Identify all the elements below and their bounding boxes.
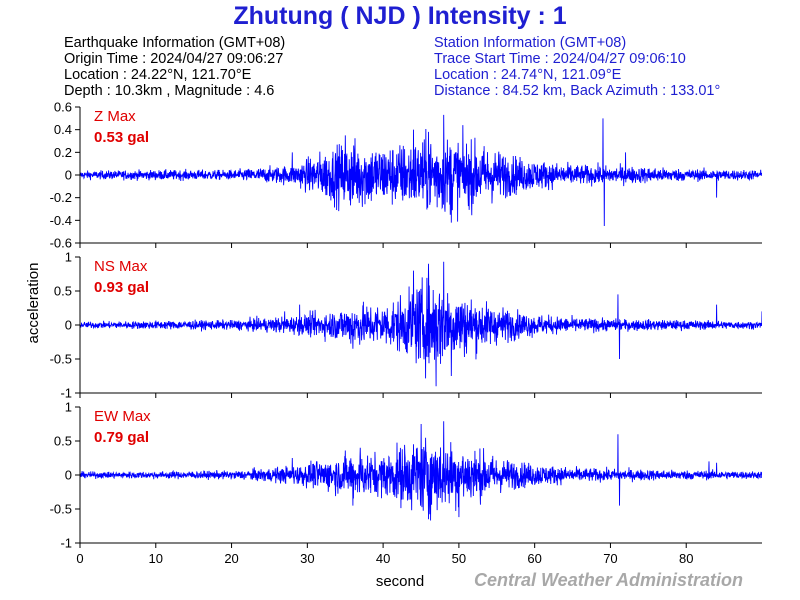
- y-tick-label: 0.2: [54, 145, 72, 160]
- max-label-ew: EW Max: [94, 408, 151, 425]
- max-label-ns: NS Max: [94, 258, 148, 275]
- earthquake-info-header: Earthquake Information (GMT+08): [64, 35, 286, 51]
- earthquake-info: Earthquake Information (GMT+08) Origin T…: [64, 35, 285, 99]
- y-tick-label: 0.5: [54, 284, 72, 299]
- waveform-z: [80, 114, 762, 227]
- y-tick-label: 0.4: [54, 122, 72, 137]
- x-tick-label: 0: [76, 551, 83, 566]
- y-axis-title: acceleration: [25, 263, 42, 344]
- depth-magnitude: Depth : 10.3km , Magnitude : 4.6: [64, 83, 275, 99]
- y-tick-label: 1: [65, 400, 72, 415]
- x-tick-label: 10: [149, 551, 163, 566]
- station-info: Station Information (GMT+08) Trace Start…: [434, 35, 720, 99]
- origin-time: Origin Time : 2024/04/27 09:06:27: [64, 51, 284, 67]
- x-tick-label: 20: [224, 551, 238, 566]
- y-tick-label: 0: [65, 168, 72, 183]
- y-tick-label: -1: [60, 536, 72, 551]
- y-tick-label: -0.4: [50, 213, 72, 228]
- y-tick-label: 0: [65, 468, 72, 483]
- station-info-header: Station Information (GMT+08): [434, 35, 627, 51]
- y-tick-label: 0.5: [54, 434, 72, 449]
- y-tick-label: -0.5: [50, 502, 72, 517]
- waveform-ew: [80, 421, 762, 521]
- epicenter-location: Location : 24.22°N, 121.70°E: [64, 67, 252, 83]
- max-label-z: Z Max: [94, 108, 136, 125]
- x-tick-label: 60: [527, 551, 541, 566]
- page-title: Zhutung ( NJD ) Intensity : 1: [233, 2, 567, 30]
- watermark: Central Weather Administration: [474, 570, 744, 590]
- x-tick-label: 50: [452, 551, 466, 566]
- y-tick-label: -1: [60, 386, 72, 401]
- trace-start-time: Trace Start Time : 2024/04/27 09:06:10: [434, 51, 686, 67]
- y-tick-label: 0.6: [54, 100, 72, 115]
- waveform-ns: [80, 261, 762, 387]
- x-axis-title: second: [376, 573, 424, 590]
- y-tick-label: 1: [65, 250, 72, 265]
- y-tick-label: 0: [65, 318, 72, 333]
- station-location: Location : 24.74°N, 121.09°E: [434, 67, 622, 83]
- max-value-z: 0.53 gal: [94, 129, 149, 146]
- distance-azimuth: Distance : 84.52 km, Back Azimuth : 133.…: [434, 83, 721, 99]
- x-tick-label: 30: [300, 551, 314, 566]
- x-tick-label: 80: [679, 551, 693, 566]
- max-value-ew: 0.79 gal: [94, 429, 149, 446]
- x-tick-label: 40: [376, 551, 390, 566]
- y-tick-label: -0.5: [50, 352, 72, 367]
- max-value-ns: 0.93 gal: [94, 279, 149, 296]
- y-tick-label: -0.2: [50, 190, 72, 205]
- y-tick-label: -0.6: [50, 236, 72, 251]
- x-tick-label: 70: [603, 551, 617, 566]
